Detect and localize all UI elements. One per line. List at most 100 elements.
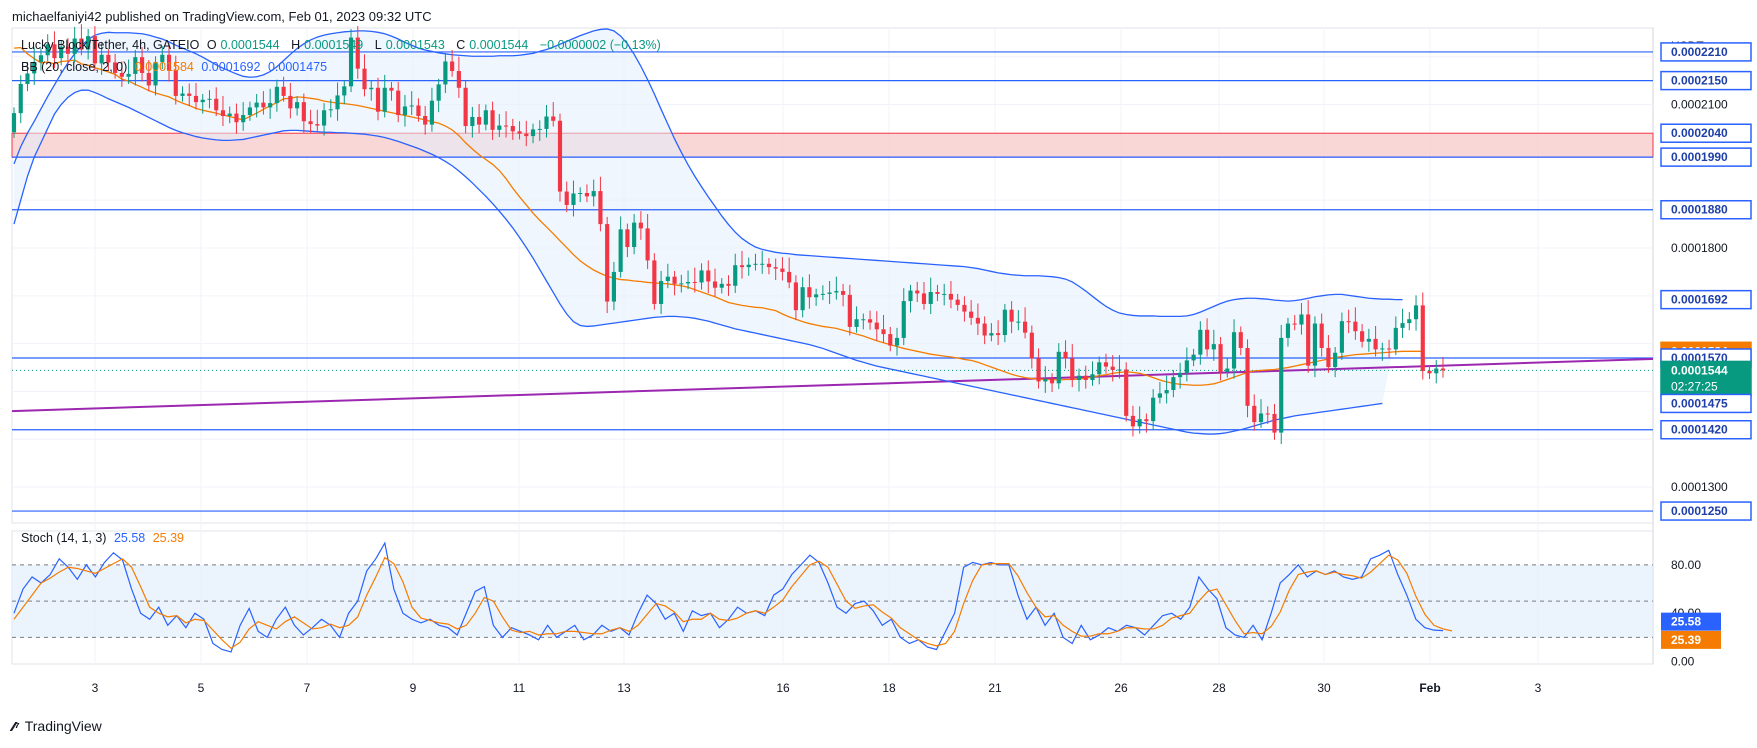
candle-body (632, 222, 637, 248)
candle (861, 313, 866, 330)
candle-body (733, 265, 738, 286)
x-tick-label: 16 (776, 681, 790, 695)
candle (241, 102, 246, 131)
x-tick-label: 26 (1114, 681, 1128, 695)
candle-body (1151, 397, 1156, 422)
candle (106, 49, 111, 72)
candle (1211, 329, 1216, 361)
candle (207, 90, 212, 109)
price-label-box (1660, 123, 1752, 143)
candle-body (79, 38, 84, 50)
candle-body (955, 299, 960, 305)
candle-body (928, 292, 933, 304)
candle-body (544, 116, 549, 129)
candle (180, 86, 185, 102)
price-label-text: 0.0001475 (1671, 396, 1728, 410)
candle-body (1407, 319, 1412, 324)
candle (780, 257, 785, 281)
candle-body (524, 133, 529, 137)
candle (1198, 321, 1203, 365)
candle (153, 56, 158, 96)
candle (1164, 375, 1169, 404)
candle (160, 46, 165, 70)
candle (1151, 389, 1156, 430)
candle (25, 61, 30, 92)
candle-body (1211, 344, 1216, 350)
candle (456, 56, 461, 98)
candle (389, 82, 394, 101)
candle-body (935, 292, 940, 294)
candle (1063, 340, 1068, 369)
candle (409, 91, 414, 116)
bb-legend: BB (20, close, 2, 0) 0.0001584 0.0001692… (21, 60, 331, 74)
x-tick-label: 30 (1317, 681, 1331, 695)
candle (935, 284, 940, 302)
price-label-text: 0.0001420 (1671, 423, 1728, 437)
candle-body (598, 191, 603, 225)
candle-body (490, 110, 495, 130)
x-tick-label: 3 (92, 681, 99, 695)
candle-body (470, 116, 475, 127)
candle-body (753, 263, 758, 265)
tradingview-footer[interactable]: ⁄∕⁷ TradingView (12, 718, 102, 734)
x-tick-label: 18 (882, 681, 896, 695)
candle (665, 263, 670, 289)
candle-body (355, 37, 360, 69)
candle (113, 53, 118, 79)
candle (524, 120, 529, 147)
candle-body (234, 113, 239, 123)
candle-body (1002, 309, 1007, 336)
candle-body (1029, 332, 1034, 359)
candle (867, 310, 873, 330)
candle-body (369, 87, 374, 90)
candle-body (1360, 331, 1365, 342)
candle-body (160, 54, 165, 62)
candle (827, 281, 832, 304)
candle (416, 98, 421, 122)
price-label-box (1660, 419, 1752, 440)
stoch-d-line (13, 554, 1453, 650)
candle (719, 278, 724, 294)
candle (517, 121, 522, 140)
candle (402, 94, 408, 127)
candle-body (996, 333, 1001, 336)
candle-body (92, 36, 97, 64)
candle (1258, 399, 1264, 428)
candle (288, 83, 293, 119)
candle (166, 43, 172, 82)
candle (894, 327, 900, 356)
candle-body (207, 98, 212, 100)
candle (807, 274, 812, 309)
candle-body (1252, 405, 1257, 423)
candle-body (867, 319, 873, 323)
candle (625, 223, 630, 258)
candle (834, 276, 839, 300)
tradingview-logo-icon: ⁄∕⁷ (12, 718, 20, 734)
x-tick-label: 7 (304, 681, 311, 695)
candle-body (645, 228, 650, 261)
price-label-text: 0.0002040 (1671, 126, 1728, 140)
candle (483, 104, 488, 131)
candle-body (827, 292, 832, 294)
candle-body (126, 73, 131, 77)
candle (477, 104, 482, 134)
candle (92, 26, 97, 71)
candle-body (200, 99, 205, 103)
candle-body (1124, 369, 1129, 416)
price-label-text: 0.0001544 (1671, 363, 1728, 377)
price-label-box (1660, 393, 1752, 414)
candle-body (1238, 332, 1243, 348)
candle-body (1184, 360, 1189, 373)
candle-body (72, 38, 77, 54)
candle (692, 267, 697, 293)
footer-brand: TradingView (24, 718, 102, 734)
candle-body (1339, 321, 1344, 353)
candle-body (335, 95, 340, 110)
candle-body (254, 102, 259, 108)
stoch-value-box (1661, 612, 1721, 631)
candle (45, 34, 50, 61)
candle-body (45, 44, 50, 56)
candle-body (807, 287, 812, 298)
candle (1420, 292, 1425, 380)
